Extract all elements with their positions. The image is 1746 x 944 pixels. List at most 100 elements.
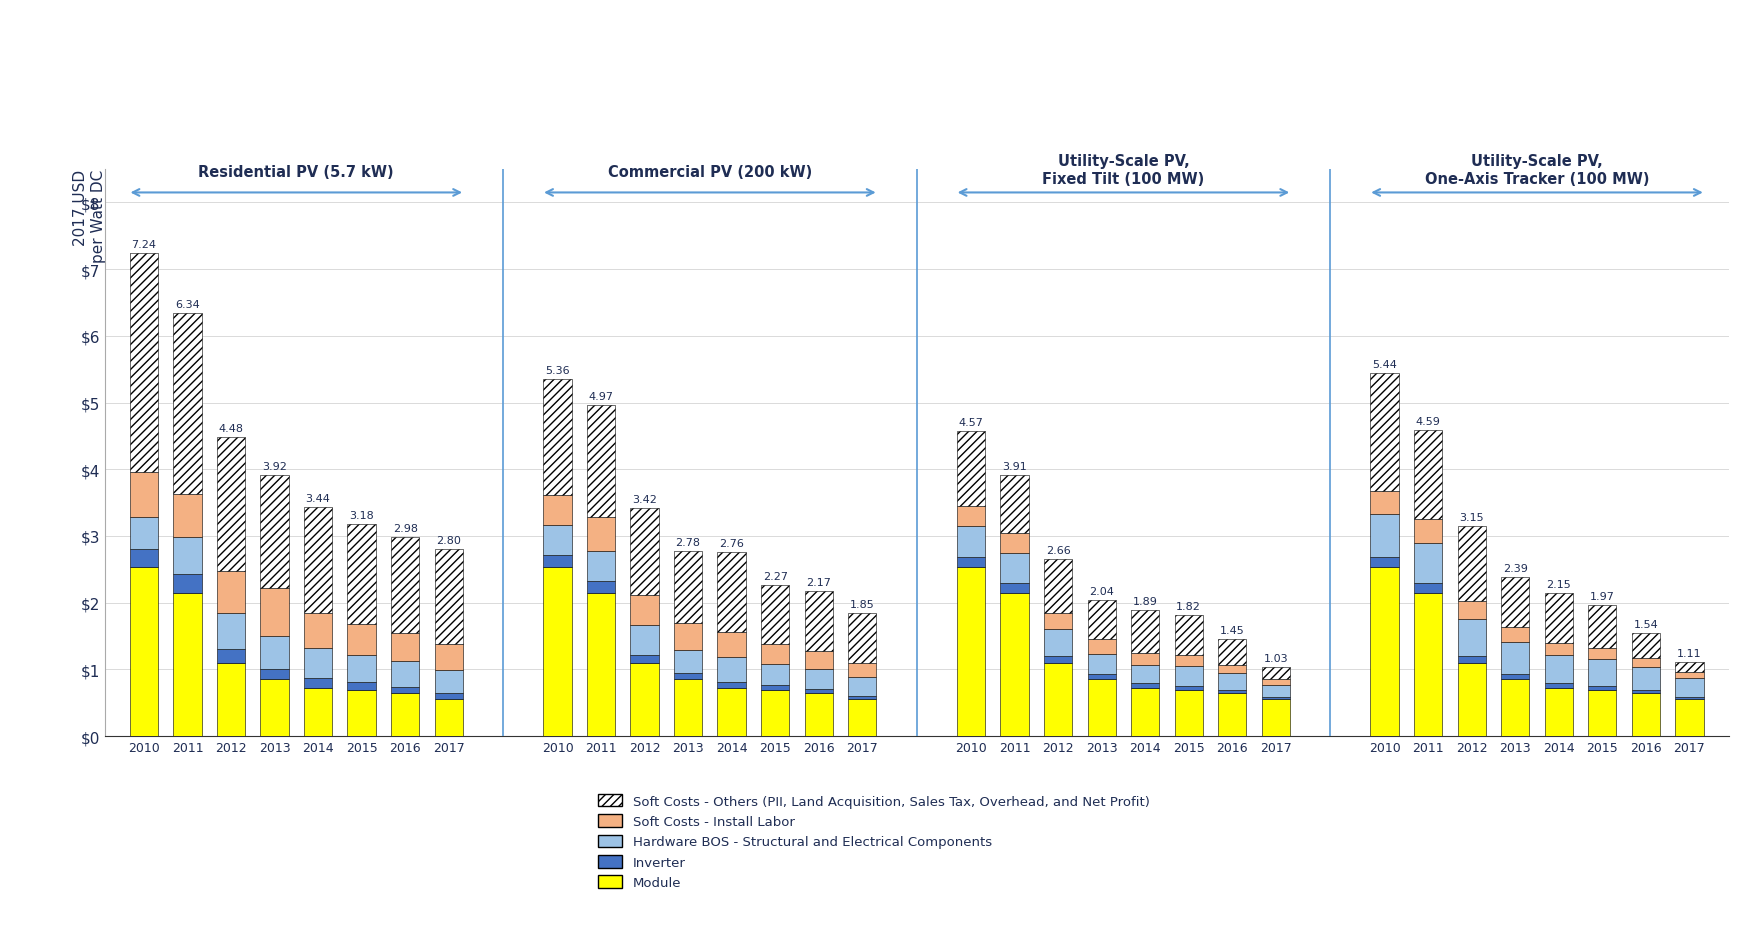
Text: 1.85: 1.85 <box>850 599 875 609</box>
Bar <box>1545 688 1573 736</box>
Bar <box>1262 679 1290 685</box>
Bar <box>1371 374 1399 491</box>
Bar <box>718 657 746 683</box>
Bar <box>1502 628 1529 642</box>
Bar <box>1458 656 1486 663</box>
Bar <box>1088 640 1116 654</box>
Text: 3.44: 3.44 <box>306 493 330 503</box>
Bar <box>543 556 571 567</box>
Bar <box>1219 665 1247 674</box>
Text: 2.80: 2.80 <box>436 536 461 546</box>
Bar <box>718 683 746 688</box>
Bar <box>674 650 702 674</box>
Bar <box>674 674 702 680</box>
Text: 3.18: 3.18 <box>349 511 374 520</box>
Bar <box>1131 683 1159 688</box>
Bar <box>761 645 789 665</box>
Bar <box>129 567 159 736</box>
Text: Fixed Tilt (100 MW): Fixed Tilt (100 MW) <box>1042 172 1205 187</box>
Bar <box>849 697 876 700</box>
Bar <box>761 690 789 736</box>
Bar <box>1219 694 1247 736</box>
Bar <box>1088 654 1116 674</box>
Bar <box>347 656 375 683</box>
Bar <box>543 526 571 556</box>
Bar <box>1088 680 1116 736</box>
Text: 1.45: 1.45 <box>1220 626 1245 635</box>
Text: 3.92: 3.92 <box>262 461 286 471</box>
Bar <box>718 552 746 632</box>
Bar <box>304 507 332 614</box>
Bar <box>849 663 876 678</box>
Bar <box>1175 666 1203 686</box>
Bar <box>849 700 876 736</box>
Bar <box>173 495 201 538</box>
Bar <box>1088 600 1116 640</box>
Bar <box>173 593 201 736</box>
Bar <box>173 574 201 593</box>
Bar <box>761 685 789 690</box>
Bar <box>718 688 746 736</box>
Bar <box>1219 690 1247 694</box>
Bar <box>1502 577 1529 628</box>
Bar <box>1589 660 1617 686</box>
Bar <box>1633 667 1660 690</box>
Bar <box>260 636 288 669</box>
Bar <box>1044 559 1072 613</box>
Bar <box>1044 630 1072 656</box>
Bar <box>805 669 833 690</box>
Bar <box>674 680 702 736</box>
Bar <box>1674 700 1704 736</box>
Bar <box>1633 633 1660 658</box>
Text: 1.82: 1.82 <box>1177 601 1201 611</box>
Text: 3.42: 3.42 <box>632 495 656 504</box>
Bar <box>435 694 463 700</box>
Bar <box>1674 663 1704 672</box>
Bar <box>587 593 615 736</box>
Bar <box>630 655 658 663</box>
Bar <box>1044 663 1072 736</box>
Bar <box>1044 656 1072 663</box>
Bar <box>435 549 463 645</box>
Bar <box>587 582 615 593</box>
Bar <box>718 632 746 657</box>
Bar <box>1414 520 1442 543</box>
Bar <box>1371 558 1399 567</box>
Bar <box>217 613 244 649</box>
Bar <box>1131 688 1159 736</box>
Bar <box>1545 656 1573 683</box>
Bar <box>1589 605 1617 649</box>
Bar <box>630 625 658 655</box>
Bar <box>260 475 288 588</box>
Text: 5.36: 5.36 <box>545 365 569 375</box>
Bar <box>1131 611 1159 653</box>
Bar <box>849 678 876 697</box>
Text: Residential PV (5.7 kW): Residential PV (5.7 kW) <box>199 165 395 180</box>
Bar <box>1633 658 1660 667</box>
Text: 4.97: 4.97 <box>588 391 613 401</box>
Bar <box>1414 543 1442 583</box>
Bar <box>1000 533 1028 553</box>
Bar <box>1589 686 1617 690</box>
Bar <box>630 595 658 625</box>
Bar <box>260 588 288 636</box>
Bar <box>805 592 833 651</box>
Text: 2.39: 2.39 <box>1503 563 1528 573</box>
Bar <box>543 496 571 526</box>
Text: 4.59: 4.59 <box>1416 416 1440 427</box>
Text: 3.91: 3.91 <box>1002 462 1027 472</box>
Bar <box>1674 672 1704 679</box>
Text: 2.98: 2.98 <box>393 524 417 533</box>
Bar <box>217 438 244 572</box>
Bar <box>304 688 332 736</box>
Bar <box>347 690 375 736</box>
Bar <box>805 690 833 694</box>
Bar <box>129 472 159 517</box>
Text: 1.11: 1.11 <box>1678 649 1702 658</box>
Bar <box>1371 491 1399 514</box>
Bar <box>1414 593 1442 736</box>
Bar <box>1545 644 1573 656</box>
Bar <box>260 680 288 736</box>
Bar <box>1545 683 1573 688</box>
Text: Commercial PV (200 kW): Commercial PV (200 kW) <box>608 165 812 180</box>
